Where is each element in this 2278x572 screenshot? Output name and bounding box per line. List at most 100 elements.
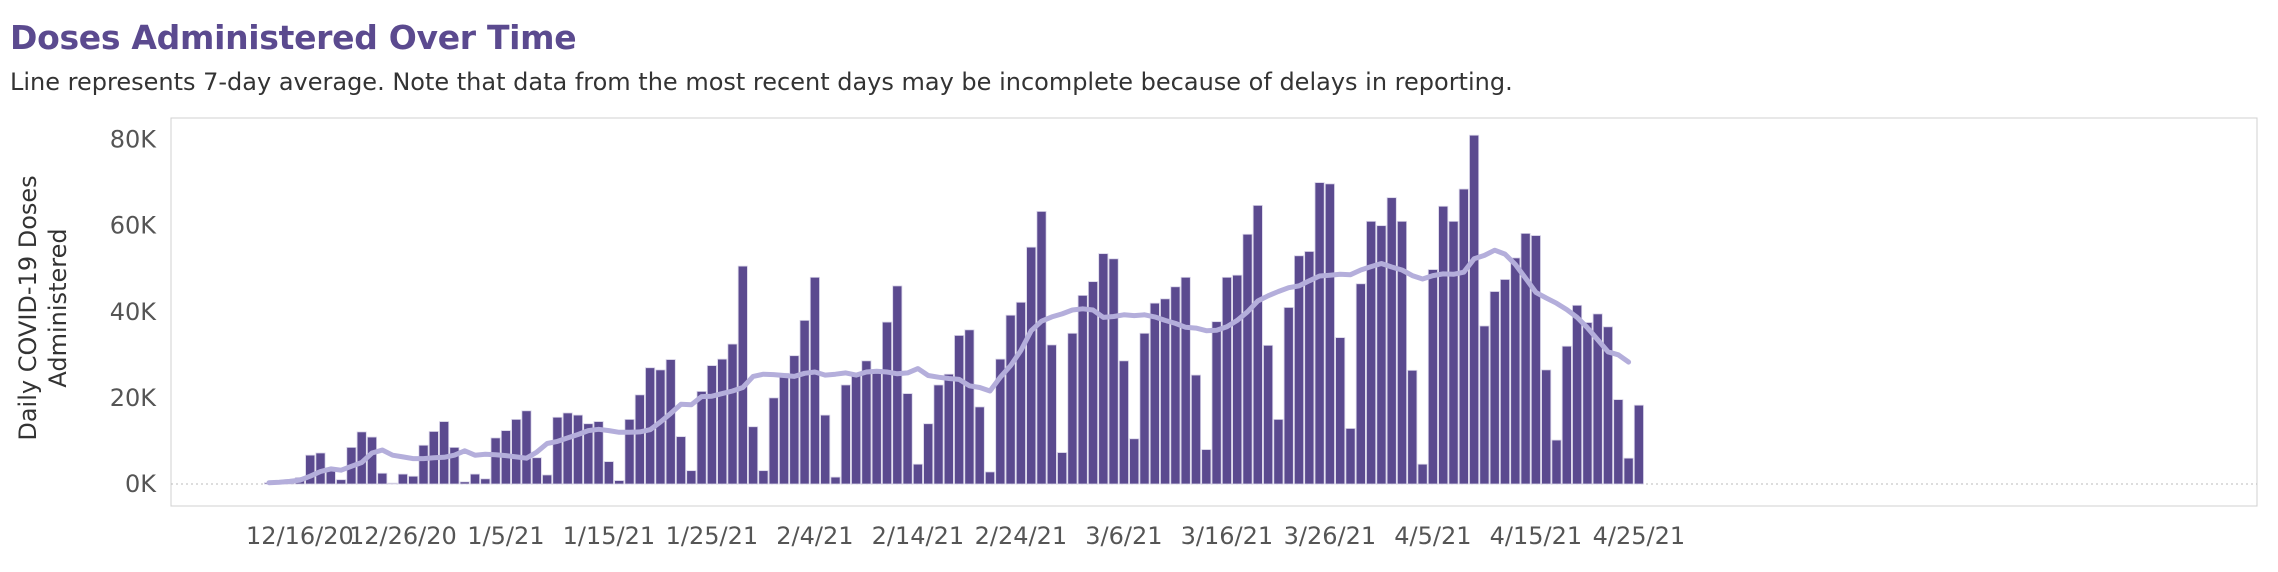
bar xyxy=(676,436,687,485)
bar xyxy=(779,372,790,485)
bar xyxy=(1170,286,1181,485)
x-tick-label: 4/5/21 xyxy=(1394,522,1471,550)
bar xyxy=(1582,322,1593,485)
bar xyxy=(1160,298,1171,485)
bar xyxy=(531,457,542,485)
bar xyxy=(1479,325,1490,485)
bar xyxy=(902,393,913,485)
bar xyxy=(1438,205,1449,485)
bar xyxy=(1541,369,1552,485)
bar xyxy=(439,421,450,485)
bar xyxy=(1335,337,1346,485)
bar xyxy=(387,482,398,485)
bar xyxy=(1180,276,1191,485)
bar xyxy=(552,416,563,485)
bar xyxy=(892,285,903,485)
bar xyxy=(1252,205,1263,485)
bar xyxy=(1005,314,1016,485)
bar xyxy=(995,358,1006,485)
bar xyxy=(1077,295,1088,485)
bar xyxy=(624,419,635,485)
x-tick-label: 2/4/21 xyxy=(776,522,853,550)
bar xyxy=(562,412,573,485)
bar xyxy=(1345,428,1356,485)
x-tick-label: 3/6/21 xyxy=(1085,522,1162,550)
bar xyxy=(696,391,707,485)
bar xyxy=(912,463,923,485)
bar xyxy=(1469,134,1480,485)
bar xyxy=(1088,281,1099,485)
bar xyxy=(1551,439,1562,485)
bar xyxy=(603,461,614,485)
chart-title: Doses Administered Over Time xyxy=(10,18,577,57)
bar xyxy=(1397,220,1408,485)
x-tick-label: 2/14/21 xyxy=(872,522,965,550)
bar xyxy=(789,355,800,485)
bar xyxy=(1139,332,1150,485)
y-tick-label: 40K xyxy=(110,298,158,326)
bar xyxy=(1283,307,1294,485)
bar xyxy=(583,423,594,485)
bar xyxy=(593,421,604,485)
bar xyxy=(727,343,738,485)
bar xyxy=(1561,345,1572,485)
y-tick-label: 80K xyxy=(110,126,158,154)
bar xyxy=(954,335,965,485)
x-tick-label: 12/26/20 xyxy=(349,522,457,550)
bar xyxy=(1232,274,1243,485)
y-tick-label: 20K xyxy=(110,384,158,412)
bar xyxy=(1046,344,1057,485)
bar xyxy=(809,276,820,485)
bar xyxy=(449,446,460,485)
bar xyxy=(799,319,810,485)
bar xyxy=(408,475,419,485)
bar xyxy=(768,397,779,485)
average-line xyxy=(266,247,1632,486)
bar xyxy=(830,476,841,485)
y-tick-label: 0K xyxy=(125,470,157,498)
y-axis: 0K 20K 40K 60K 80K xyxy=(110,126,2257,498)
bar xyxy=(1376,225,1387,485)
bar xyxy=(985,471,996,485)
bar xyxy=(634,394,645,485)
bar xyxy=(1530,235,1541,485)
bar xyxy=(1520,232,1531,485)
bar xyxy=(1057,452,1068,485)
bar xyxy=(1191,374,1202,485)
bar xyxy=(418,444,429,485)
x-tick-label: 1/15/21 xyxy=(563,522,656,550)
bar xyxy=(1129,438,1140,485)
bar xyxy=(1273,419,1284,485)
bar xyxy=(614,480,625,485)
bar xyxy=(1015,301,1026,485)
bar xyxy=(933,384,944,485)
bar xyxy=(1407,369,1418,485)
bar xyxy=(1500,279,1511,485)
x-tick-label: 4/25/21 xyxy=(1593,522,1686,550)
bar xyxy=(469,473,480,485)
bar xyxy=(1026,246,1037,485)
bar xyxy=(1366,220,1377,485)
bar xyxy=(758,470,769,485)
bar xyxy=(1417,463,1428,485)
bar xyxy=(717,358,728,485)
bar xyxy=(1036,211,1047,485)
bar xyxy=(1221,276,1232,485)
y-tick-label: 60K xyxy=(110,212,158,240)
bar xyxy=(490,437,501,485)
bar xyxy=(861,360,872,485)
bar xyxy=(1067,332,1078,485)
bar xyxy=(1386,197,1397,485)
bar xyxy=(686,470,697,485)
x-tick-label: 12/16/20 xyxy=(246,522,354,550)
x-tick-label: 2/24/21 xyxy=(975,522,1068,550)
bar xyxy=(1603,326,1614,485)
bar xyxy=(943,373,954,485)
bar xyxy=(851,372,862,485)
bar xyxy=(1149,302,1160,485)
bar xyxy=(840,384,851,485)
bar xyxy=(882,321,893,485)
bar xyxy=(1458,188,1469,485)
